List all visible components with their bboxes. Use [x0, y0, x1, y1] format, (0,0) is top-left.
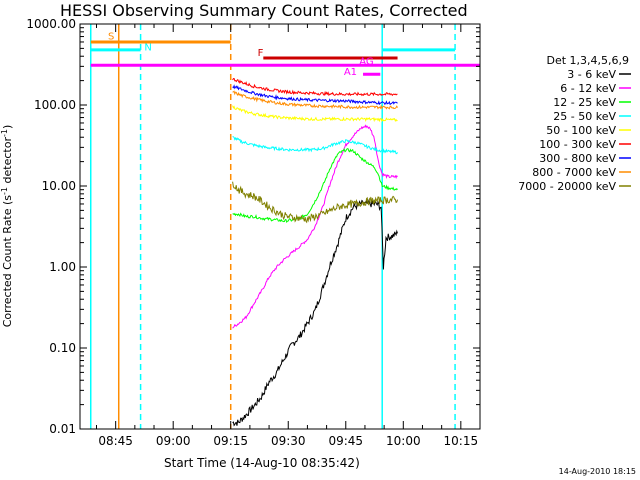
y-tick-label: 100.00 [34, 98, 76, 112]
y-axis-label-mid: detector [1, 137, 14, 187]
x-tick-label: 08:45 [98, 434, 133, 448]
series-line [232, 90, 398, 110]
flag-label: S [108, 32, 114, 43]
x-axis-label: Start Time (14-Aug-10 08:35:42) [164, 456, 360, 470]
y-tick-label: 10.00 [42, 179, 76, 193]
x-tick-label: 09:30 [271, 434, 306, 448]
legend-label: 3 - 6 keV [567, 68, 616, 81]
series-line [232, 198, 398, 427]
x-axis: 08:45 09:00 09:15 09:30 09:45 10:00 10:15 [95, 24, 481, 448]
y-axis: 0.01 0.10 1.00 10.00 100.00 1000.00 [26, 17, 480, 436]
legend-label: 300 - 800 keV [539, 152, 616, 165]
flag-label: A1 [344, 67, 357, 78]
plot-frame [79, 23, 481, 430]
y-axis-label-sup2: -1 [0, 129, 9, 137]
series-line [232, 124, 398, 329]
y-tick-label: 1000.00 [26, 17, 76, 31]
legend-label: 7000 - 20000 keV [518, 180, 616, 193]
x-tick-label: 10:15 [444, 434, 479, 448]
y-tick-label: 1.00 [49, 260, 76, 274]
y-axis-label-main: Corrected Count Rate (s [1, 195, 14, 328]
flag-label: F [258, 48, 264, 59]
series-line [232, 77, 398, 97]
flag-label: AG [359, 56, 373, 67]
y-axis-label-end: ) [1, 125, 14, 129]
series-line [232, 147, 398, 224]
legend-label: 100 - 300 keV [539, 138, 616, 151]
x-tick-label: 09:00 [156, 434, 191, 448]
y-axis-label-sup1: -1 [0, 187, 9, 195]
time-markers [89, 24, 456, 429]
x-tick-label: 10:00 [386, 434, 421, 448]
series-lines [232, 77, 398, 427]
legend-label: 800 - 7000 keV [532, 166, 616, 179]
x-tick-label: 09:15 [213, 434, 248, 448]
x-tick-label: 09:45 [328, 434, 363, 448]
chart-title: HESSI Observing Summary Count Rates, Cor… [60, 1, 468, 20]
y-tick-label: 0.01 [49, 422, 76, 436]
y-tick-label: 0.10 [49, 341, 76, 355]
series-line [232, 136, 398, 155]
flag-label: N [144, 43, 151, 54]
timestamp: 14-Aug-2010 18:15 [559, 467, 636, 476]
legend-title: Det 1,3,4,5,6,9 [546, 54, 629, 67]
series-line [232, 105, 398, 123]
y-axis-label: Corrected Count Rate (s-1 detector-1) [0, 125, 14, 328]
legend-label: 25 - 50 keV [553, 110, 616, 123]
series-line [232, 84, 398, 106]
series-line [232, 181, 398, 224]
legend-label: 6 - 12 keV [560, 82, 616, 95]
legend-label: 50 - 100 keV [546, 124, 616, 137]
legend-label: 12 - 25 keV [553, 96, 616, 109]
